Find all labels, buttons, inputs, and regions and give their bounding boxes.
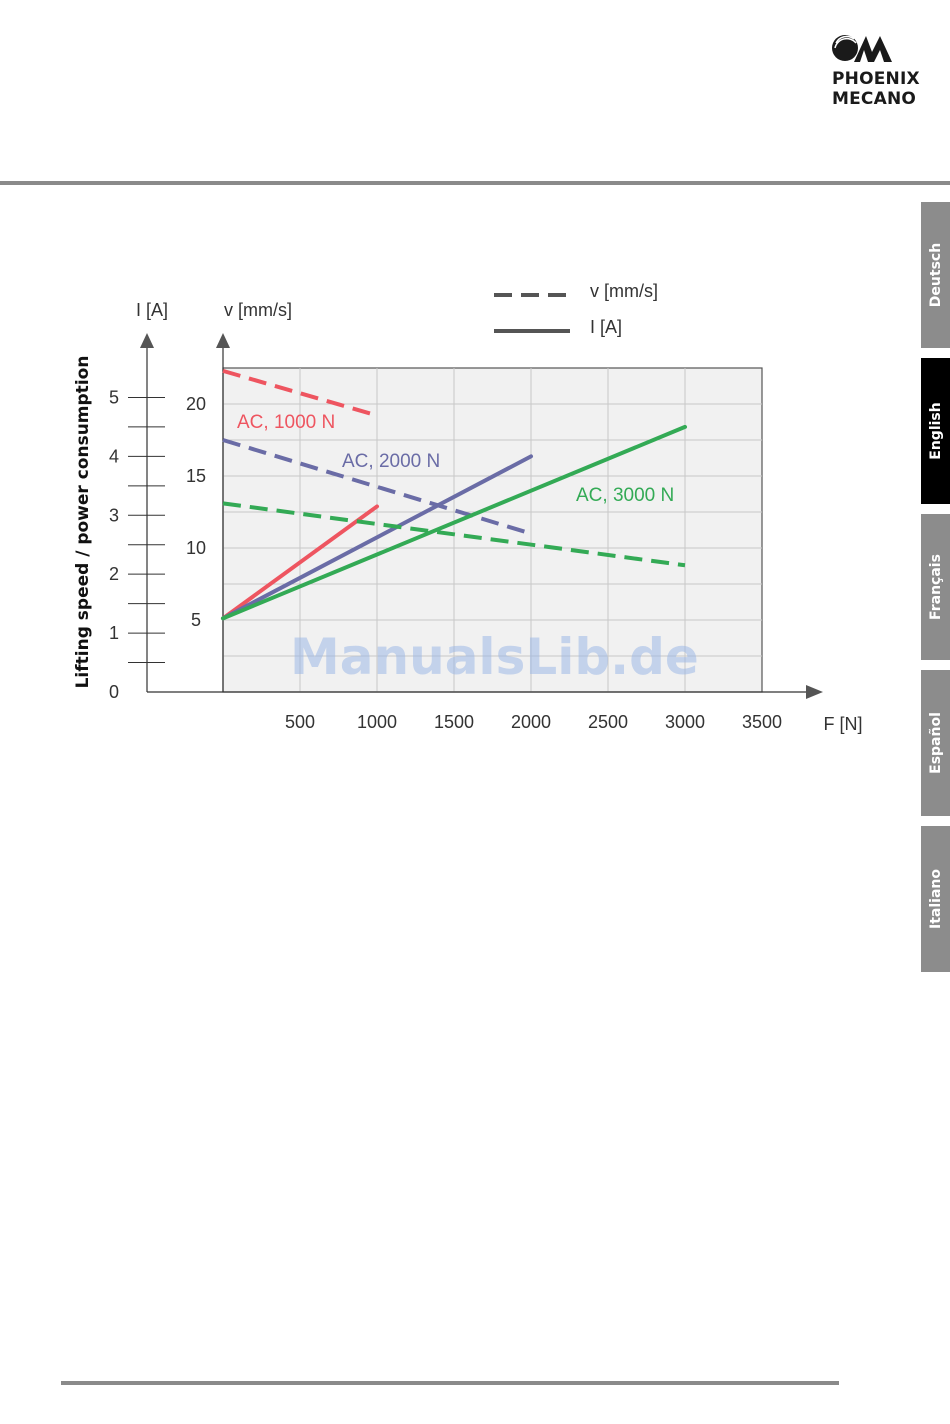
current-series-line bbox=[221, 454, 533, 621]
tab-italiano[interactable]: Italiano bbox=[921, 826, 950, 972]
force-axis-label: F [N] bbox=[824, 714, 863, 734]
current-tick-label: 0 bbox=[109, 682, 119, 702]
force-tick-label: 500 bbox=[285, 712, 315, 732]
tab-francais[interactable]: Français bbox=[921, 514, 950, 660]
tab-label: Deutsch bbox=[927, 242, 944, 308]
speed-tick-label: 5 bbox=[191, 610, 201, 630]
force-tick-label: 3500 bbox=[742, 712, 782, 732]
series-label: AC, 3000 N bbox=[576, 485, 674, 506]
speed-axis-label: v [mm/s] bbox=[224, 300, 292, 320]
speed-axis-arrow-icon bbox=[216, 333, 230, 348]
speed-series-line bbox=[222, 501, 686, 568]
force-speed-current-chart: I [A] 0 1 2 3 4 5 v [mm/s] 5 10 15 20 500 1000 1500 200… bbox=[73, 281, 863, 734]
watermark: ManualsLib.de bbox=[290, 628, 699, 686]
speed-tick-label: 15 bbox=[186, 466, 206, 486]
brand-line-1: PHOENIX bbox=[832, 69, 920, 89]
current-series-line bbox=[221, 504, 379, 621]
language-tabs: Deutsch English Français Español Italian… bbox=[921, 202, 950, 982]
current-tick-label: 5 bbox=[109, 387, 119, 407]
bottom-divider bbox=[61, 1381, 839, 1385]
plot-area bbox=[222, 367, 763, 693]
brand-logo: PHOENIX MECANO bbox=[832, 34, 924, 109]
tab-deutsch[interactable]: Deutsch bbox=[921, 202, 950, 348]
tab-english[interactable]: English bbox=[921, 358, 950, 504]
speed-tick-label: 20 bbox=[186, 394, 206, 414]
tab-label: English bbox=[927, 402, 944, 460]
top-divider bbox=[0, 181, 950, 185]
force-axis-arrow-icon bbox=[806, 685, 823, 699]
series-label: AC, 1000 N bbox=[237, 412, 335, 433]
speed-tick-label: 10 bbox=[186, 538, 206, 558]
current-tick-label: 3 bbox=[109, 505, 119, 525]
force-tick-label: 1000 bbox=[357, 712, 397, 732]
current-tick-label: 4 bbox=[109, 446, 119, 466]
tab-label: Español bbox=[927, 712, 944, 774]
force-tick-label: 2000 bbox=[511, 712, 551, 732]
force-tick-label: 1500 bbox=[434, 712, 474, 732]
force-tick-label: 3000 bbox=[665, 712, 705, 732]
tab-label: Français bbox=[927, 554, 944, 620]
chart-y-title: Lifting speed / power consumption bbox=[73, 356, 93, 689]
brand-line-2: MECANO bbox=[832, 89, 917, 109]
tab-label: Italiano bbox=[927, 869, 944, 929]
legend-label: v [mm/s] bbox=[590, 281, 658, 301]
force-tick-label: 2500 bbox=[588, 712, 628, 732]
current-tick-label: 1 bbox=[109, 623, 119, 643]
current-tick-label: 2 bbox=[109, 564, 119, 584]
current-axis-label: I [A] bbox=[136, 300, 168, 320]
series-label: AC, 2000 N bbox=[342, 451, 440, 472]
brand-name: PHOENIX MECANO bbox=[832, 69, 924, 109]
phoenix-mecano-logo-icon bbox=[832, 35, 892, 62]
legend-label: I [A] bbox=[590, 317, 622, 337]
current-series-line bbox=[221, 424, 687, 621]
current-axis-arrow-icon bbox=[140, 333, 154, 348]
tab-espanol[interactable]: Español bbox=[921, 670, 950, 816]
